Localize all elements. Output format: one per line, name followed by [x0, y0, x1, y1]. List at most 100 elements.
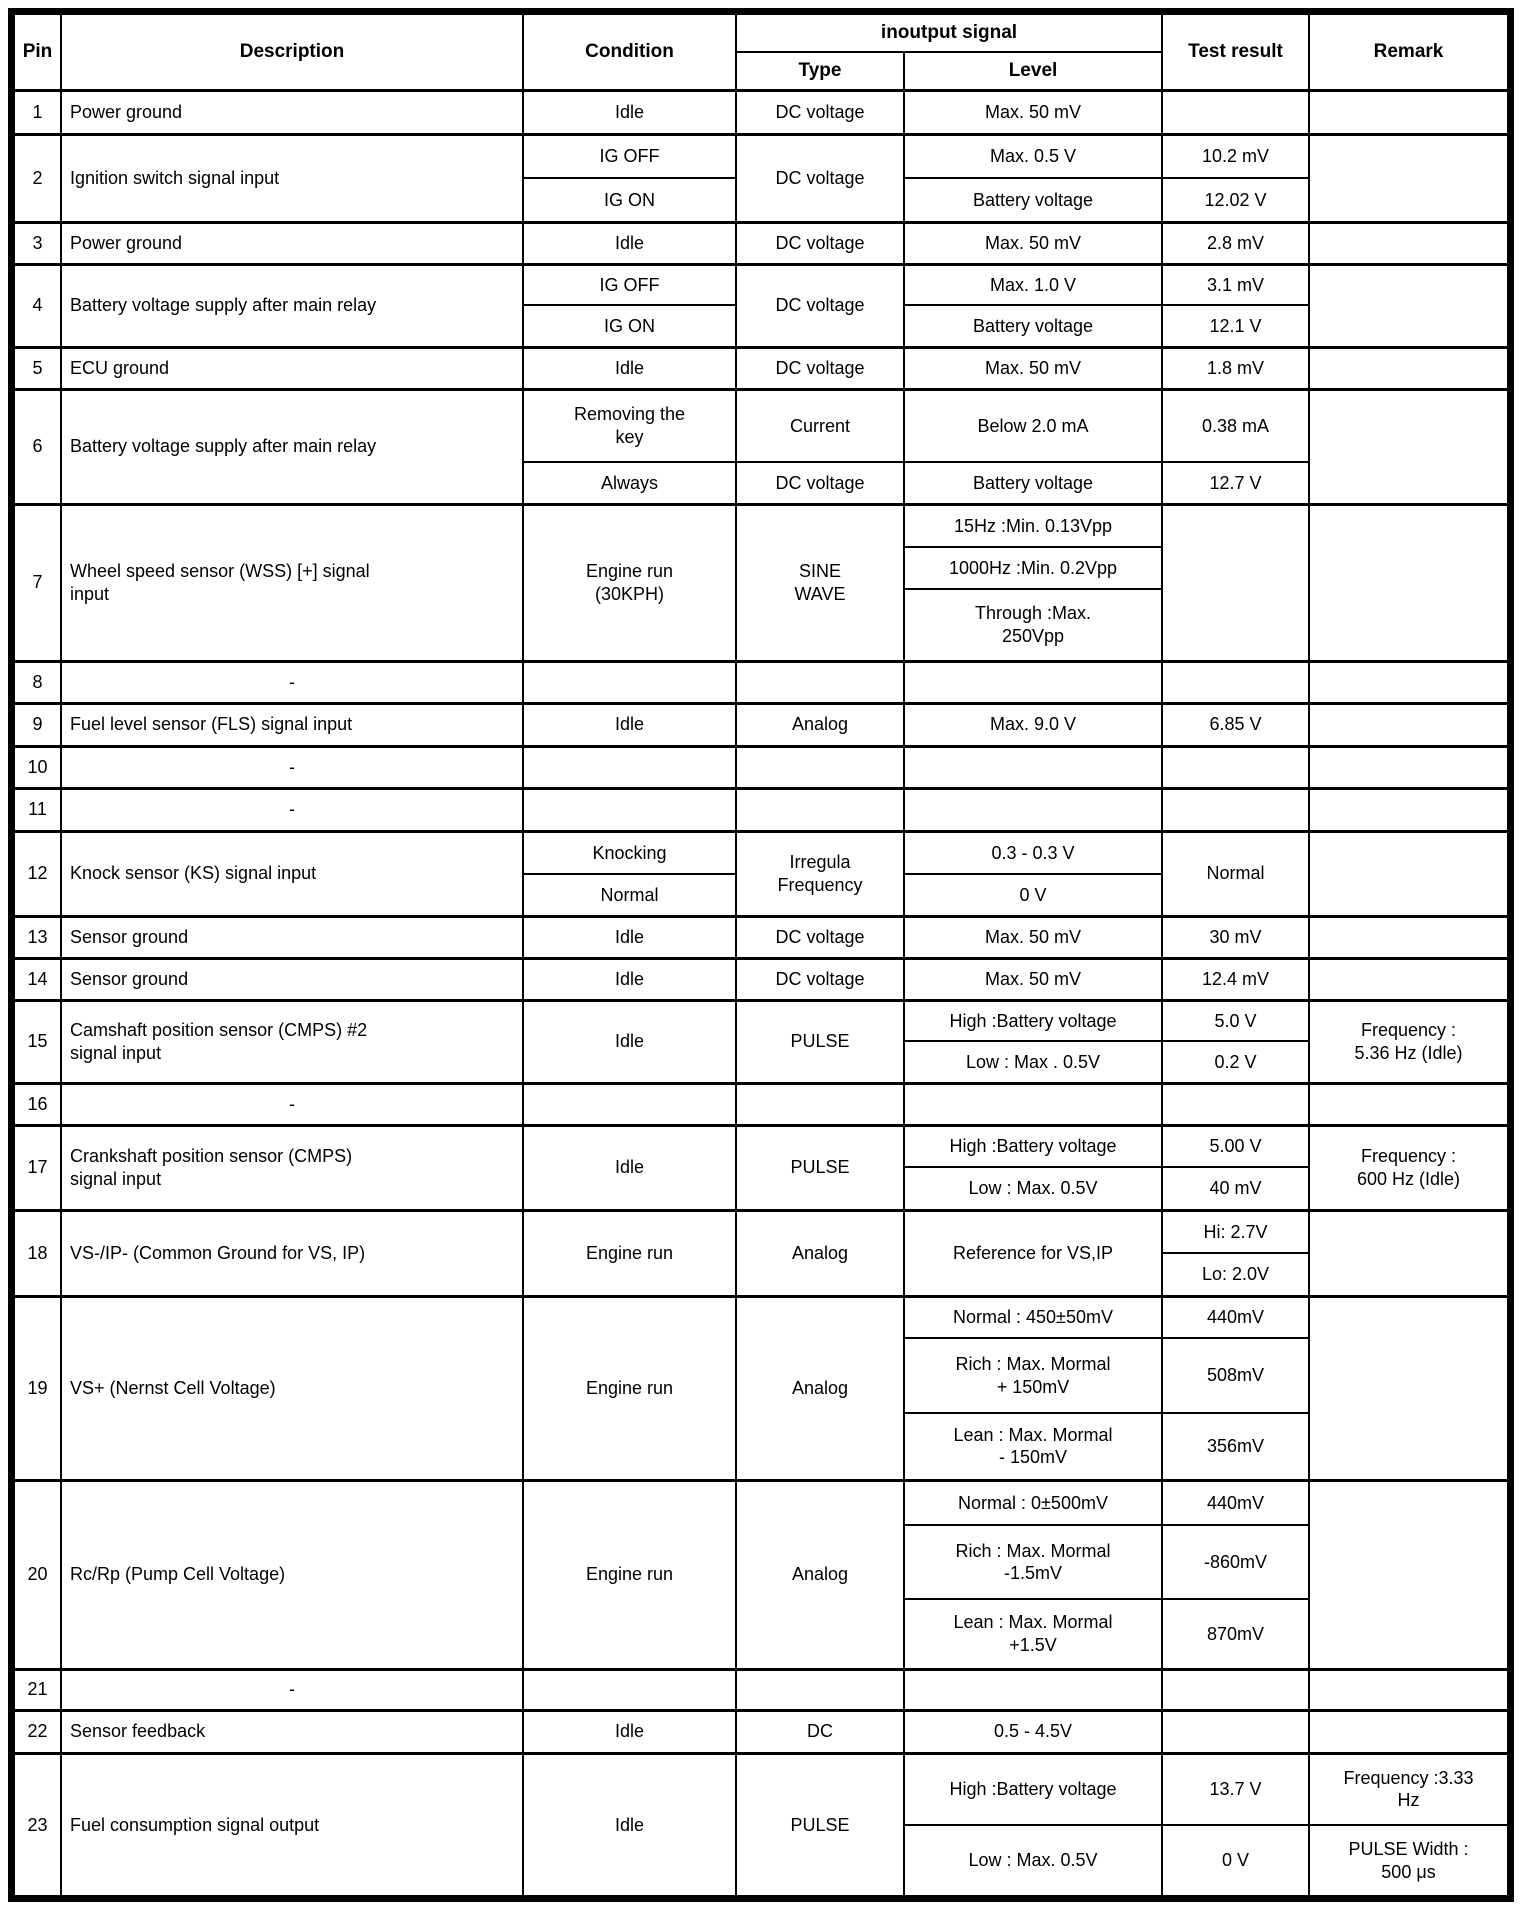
p23-type: PULSE — [735, 1751, 905, 1897]
p17-remark: Frequency : 600 Hz (Idle) — [1308, 1123, 1509, 1211]
p23-level-0: High :Battery voltage — [903, 1751, 1163, 1826]
p15-level-0: High :Battery voltage — [903, 998, 1163, 1042]
p23-pin: 23 — [13, 1751, 62, 1897]
p2-level-0: Max. 0.5 V — [903, 132, 1163, 179]
p3-type: DC voltage — [735, 220, 905, 265]
p3-level: Max. 50 mV — [903, 220, 1163, 265]
p5-level: Max. 50 mV — [903, 345, 1163, 390]
p23-condition: Idle — [522, 1751, 737, 1897]
p10-pin: 10 — [13, 744, 62, 789]
p20-remark — [1308, 1478, 1509, 1670]
p6-type-1: DC voltage — [735, 461, 905, 505]
p8-level — [903, 659, 1163, 704]
p23-remark-1: PULSE Width : 500 μs — [1308, 1824, 1509, 1897]
pin-test-table-frame: Pin Description Condition inoutput signa… — [8, 8, 1514, 1902]
p10-test-result — [1161, 744, 1310, 789]
p13-type: DC voltage — [735, 914, 905, 959]
p19-pin: 19 — [13, 1294, 62, 1481]
p14-description: Sensor ground — [60, 956, 524, 1001]
p22-pin: 22 — [13, 1708, 62, 1754]
p16-condition — [522, 1081, 737, 1126]
p12-condition-0: Knocking — [522, 829, 737, 875]
p16-description: - — [60, 1081, 524, 1126]
p5-pin: 5 — [13, 345, 62, 390]
p13-remark — [1308, 914, 1509, 959]
p18-description: VS-/IP- (Common Ground for VS, IP) — [60, 1208, 524, 1297]
p13-description: Sensor ground — [60, 914, 524, 959]
p19-condition: Engine run — [522, 1294, 737, 1481]
header-remark: Remark — [1308, 13, 1509, 91]
p21-type — [735, 1667, 905, 1711]
p4-condition-1: IG ON — [522, 304, 737, 348]
p6-test-result-1: 12.7 V — [1161, 461, 1310, 505]
p10-description: - — [60, 744, 524, 789]
p9-description: Fuel level sensor (FLS) signal input — [60, 701, 524, 747]
p22-type: DC — [735, 1708, 905, 1754]
p1-test-result — [1161, 88, 1310, 135]
p20-test-result-2: 870mV — [1161, 1598, 1310, 1670]
p17-condition: Idle — [522, 1123, 737, 1211]
p12-level-0: 0.3 - 0.3 V — [903, 829, 1163, 875]
header-type: Type — [735, 51, 905, 91]
p5-test-result: 1.8 mV — [1161, 345, 1310, 390]
p15-test-result-1: 0.2 V — [1161, 1040, 1310, 1084]
p19-type: Analog — [735, 1294, 905, 1481]
p11-level — [903, 786, 1163, 832]
p7-level-2: Through :Max. 250Vpp — [903, 588, 1163, 662]
p20-test-result-1: -860mV — [1161, 1524, 1310, 1600]
p21-level — [903, 1667, 1163, 1711]
p11-description: - — [60, 786, 524, 832]
p13-test-result: 30 mV — [1161, 914, 1310, 959]
p10-remark — [1308, 744, 1509, 789]
p20-test-result-0: 440mV — [1161, 1478, 1310, 1526]
p20-level-0: Normal : 0±500mV — [903, 1478, 1163, 1526]
p15-pin: 15 — [13, 998, 62, 1084]
p4-description: Battery voltage supply after main relay — [60, 262, 524, 348]
p12-test-result: Normal — [1161, 829, 1310, 917]
p12-type: Irregula Frequency — [735, 829, 905, 917]
p7-description: Wheel speed sensor (WSS) [+] signal inpu… — [60, 502, 524, 662]
p19-level-0: Normal : 450±50mV — [903, 1294, 1163, 1339]
p16-remark — [1308, 1081, 1509, 1126]
p13-pin: 13 — [13, 914, 62, 959]
p8-condition — [522, 659, 737, 704]
p16-level — [903, 1081, 1163, 1126]
p18-pin: 18 — [13, 1208, 62, 1297]
p8-remark — [1308, 659, 1509, 704]
p9-condition: Idle — [522, 701, 737, 747]
p4-level-0: Max. 1.0 V — [903, 262, 1163, 306]
p21-condition — [522, 1667, 737, 1711]
p1-condition: Idle — [522, 88, 737, 135]
header-condition: Condition — [522, 13, 737, 91]
p4-level-1: Battery voltage — [903, 304, 1163, 348]
p2-condition-0: IG OFF — [522, 132, 737, 179]
p9-test-result: 6.85 V — [1161, 701, 1310, 747]
p5-condition: Idle — [522, 345, 737, 390]
p11-pin: 11 — [13, 786, 62, 832]
p9-remark — [1308, 701, 1509, 747]
p14-condition: Idle — [522, 956, 737, 1001]
p9-pin: 9 — [13, 701, 62, 747]
p4-condition-0: IG OFF — [522, 262, 737, 306]
p14-remark — [1308, 956, 1509, 1001]
p2-condition-1: IG ON — [522, 177, 737, 223]
p4-test-result-0: 3.1 mV — [1161, 262, 1310, 306]
p20-level-2: Lean : Max. Mormal +1.5V — [903, 1598, 1163, 1670]
p19-description: VS+ (Nernst Cell Voltage) — [60, 1294, 524, 1481]
p1-description: Power ground — [60, 88, 524, 135]
p22-remark — [1308, 1708, 1509, 1754]
p2-pin: 2 — [13, 132, 62, 223]
p9-type: Analog — [735, 701, 905, 747]
p11-test-result — [1161, 786, 1310, 832]
p19-level-1: Rich : Max. Mormal + 150mV — [903, 1337, 1163, 1414]
p4-type: DC voltage — [735, 262, 905, 348]
p12-description: Knock sensor (KS) signal input — [60, 829, 524, 917]
p14-level: Max. 50 mV — [903, 956, 1163, 1001]
p18-type: Analog — [735, 1208, 905, 1297]
p1-type: DC voltage — [735, 88, 905, 135]
p21-description: - — [60, 1667, 524, 1711]
p20-level-1: Rich : Max. Mormal -1.5mV — [903, 1524, 1163, 1600]
p16-test-result — [1161, 1081, 1310, 1126]
p22-test-result — [1161, 1708, 1310, 1754]
p18-test-result-0: Hi: 2.7V — [1161, 1208, 1310, 1254]
